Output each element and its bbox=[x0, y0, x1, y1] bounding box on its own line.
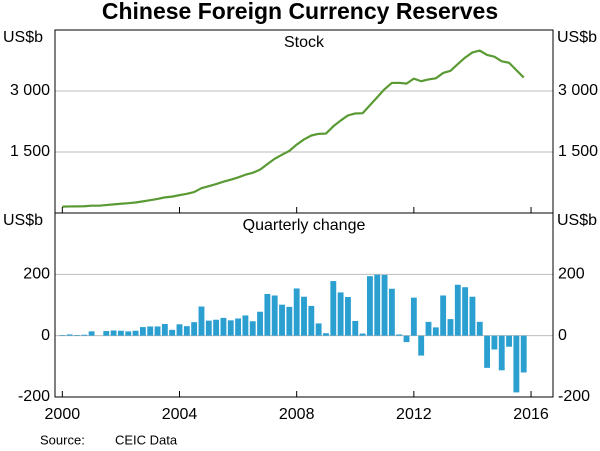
y-tick-label: 3 000 bbox=[10, 82, 50, 99]
bar bbox=[418, 335, 425, 356]
x-tick-label: 2012 bbox=[396, 406, 432, 423]
bar bbox=[498, 335, 505, 371]
bar bbox=[462, 287, 469, 336]
y-tick-label: 200 bbox=[23, 266, 50, 283]
bar bbox=[381, 274, 388, 336]
bar bbox=[249, 321, 256, 336]
bar bbox=[520, 335, 527, 373]
panel-title: Quarterly change bbox=[243, 217, 366, 234]
bar bbox=[330, 281, 337, 336]
bar bbox=[125, 331, 132, 336]
source-label: Source: bbox=[40, 432, 85, 447]
line bbox=[62, 49, 525, 208]
bar bbox=[374, 274, 381, 336]
chart-title: Chinese Foreign Currency Reserves bbox=[102, 0, 498, 24]
bar bbox=[410, 297, 417, 336]
bar bbox=[205, 320, 212, 336]
bar bbox=[359, 333, 366, 336]
x-tick-label: 2008 bbox=[279, 406, 315, 423]
source: CEIC Data bbox=[115, 432, 178, 447]
x-tick-label: 2016 bbox=[513, 406, 549, 423]
bar bbox=[301, 296, 307, 336]
y-tick-label: -200 bbox=[18, 388, 50, 405]
y-axis-label: US$b bbox=[3, 29, 43, 46]
bar bbox=[139, 327, 146, 336]
bar bbox=[279, 304, 285, 336]
bar bbox=[315, 323, 322, 336]
y-tick-label-right: 200 bbox=[558, 266, 585, 283]
bar bbox=[183, 326, 190, 336]
bar bbox=[242, 315, 249, 336]
bar bbox=[366, 276, 373, 336]
bar bbox=[103, 331, 110, 336]
bar bbox=[345, 297, 351, 336]
y-axis-label-right: US$b bbox=[557, 29, 597, 46]
x-tick-label: 2000 bbox=[45, 406, 81, 423]
bar bbox=[337, 292, 344, 336]
bar bbox=[425, 321, 432, 336]
bar bbox=[513, 335, 520, 393]
bar bbox=[213, 319, 220, 336]
bar bbox=[469, 296, 476, 336]
bar bbox=[235, 318, 242, 336]
bar bbox=[308, 305, 315, 336]
bar bbox=[161, 324, 168, 336]
bar bbox=[110, 330, 117, 336]
bar bbox=[74, 335, 80, 336]
bar bbox=[440, 295, 447, 336]
bar bbox=[132, 330, 139, 336]
bar bbox=[388, 288, 395, 336]
bar bbox=[454, 284, 461, 336]
y-tick-label-right: 0 bbox=[558, 327, 567, 344]
bar bbox=[176, 324, 183, 336]
y-axis-label-right: US$b bbox=[557, 212, 597, 229]
bar bbox=[352, 320, 359, 336]
bar bbox=[147, 326, 154, 336]
bar bbox=[227, 320, 234, 336]
bar bbox=[447, 319, 454, 336]
bar bbox=[169, 329, 176, 336]
bar bbox=[257, 311, 263, 336]
bar bbox=[81, 334, 88, 336]
y-tick-label-right: 1 500 bbox=[558, 143, 598, 160]
bar bbox=[432, 327, 439, 336]
bar bbox=[491, 335, 498, 350]
bar bbox=[286, 306, 293, 336]
x-tick-label: 2004 bbox=[162, 406, 198, 423]
bar bbox=[220, 317, 227, 336]
bar bbox=[506, 335, 512, 347]
bar bbox=[293, 288, 300, 336]
bar bbox=[117, 330, 124, 336]
y-tick-label-right: -200 bbox=[558, 388, 590, 405]
bar bbox=[484, 335, 491, 368]
bar bbox=[66, 334, 73, 336]
bar bbox=[154, 326, 161, 336]
bar bbox=[198, 306, 205, 336]
bar bbox=[88, 331, 95, 336]
bar bbox=[271, 295, 278, 336]
bar bbox=[323, 333, 329, 336]
bar bbox=[264, 293, 271, 336]
bar bbox=[396, 334, 403, 336]
y-tick-label-right: 3 000 bbox=[558, 82, 598, 99]
bar bbox=[476, 321, 483, 336]
y-axis-label: US$b bbox=[3, 212, 43, 229]
panel-title: Stock bbox=[284, 34, 325, 51]
y-tick-label: 1 500 bbox=[10, 143, 50, 160]
bar bbox=[59, 335, 66, 336]
y-tick-label: 0 bbox=[41, 327, 50, 344]
bar bbox=[191, 322, 198, 336]
bar bbox=[403, 335, 410, 343]
plot-frame bbox=[54, 212, 554, 398]
